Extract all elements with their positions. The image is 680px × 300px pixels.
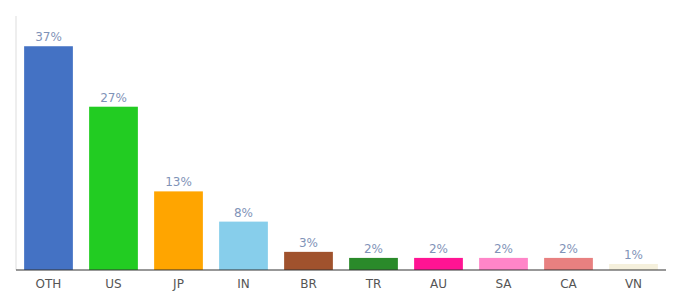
bar xyxy=(479,258,528,270)
chart-svg: 37% 27% 13% 8% 3% 2% 2% 2% 2% 1% OTH US JP IN BR TR AU SA… xyxy=(0,0,680,300)
data-label: 13% xyxy=(165,175,192,189)
x-axis-line xyxy=(16,269,666,270)
bar xyxy=(219,222,268,270)
data-label: 8% xyxy=(234,206,253,220)
x-tick-label: US xyxy=(105,277,121,291)
x-tick-label: BR xyxy=(300,277,317,291)
x-tick-label: CA xyxy=(560,277,577,291)
x-tick-label: AU xyxy=(430,277,447,291)
data-label: 3% xyxy=(299,236,318,250)
bar xyxy=(154,191,203,270)
x-tick-label: OTH xyxy=(36,277,62,291)
x-tick-label: VN xyxy=(625,277,642,291)
data-label: 2% xyxy=(494,242,513,256)
x-tick-label: IN xyxy=(237,277,250,291)
bars xyxy=(24,46,658,270)
x-tick-label: SA xyxy=(495,277,512,291)
data-label: 2% xyxy=(559,242,578,256)
bar xyxy=(24,46,73,270)
bar xyxy=(414,258,463,270)
data-label: 27% xyxy=(100,91,127,105)
y-axis-line xyxy=(16,16,17,270)
x-tick-label: JP xyxy=(172,277,184,291)
bar xyxy=(284,252,333,270)
bar xyxy=(89,107,138,270)
bar xyxy=(349,258,398,270)
bar xyxy=(609,264,658,270)
x-tick-label: TR xyxy=(365,277,382,291)
data-label: 1% xyxy=(624,248,643,262)
chart-container: 37% 27% 13% 8% 3% 2% 2% 2% 2% 1% OTH US JP IN BR TR AU SA… xyxy=(0,0,680,300)
data-label: 2% xyxy=(364,242,383,256)
bar xyxy=(544,258,593,270)
data-label: 37% xyxy=(35,30,62,44)
data-label: 2% xyxy=(429,242,448,256)
